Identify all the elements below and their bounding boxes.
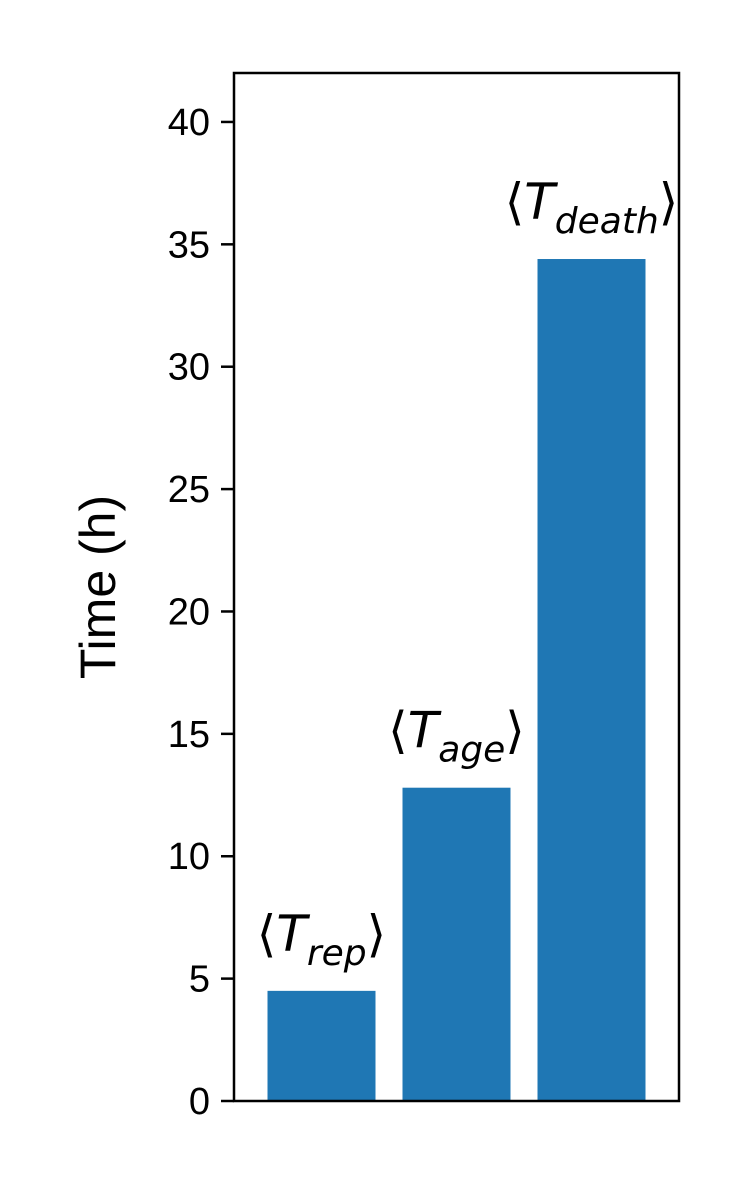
bar-label-age: ⟨Tage⟩ bbox=[388, 702, 525, 771]
bar-label-death: ⟨Tdeath⟩ bbox=[505, 173, 679, 242]
bar-labels: ⟨Trep⟩ ⟨Tage⟩ ⟨Tdeath⟩ bbox=[257, 173, 678, 974]
y-tick-label: 35 bbox=[168, 224, 210, 266]
bar-age bbox=[402, 787, 511, 1101]
bar-rep bbox=[267, 990, 376, 1101]
plot-frame bbox=[232, 71, 681, 1103]
y-axis-ticks: 0 5 10 15 20 25 30 35 40 bbox=[168, 102, 234, 1123]
y-tick-label: 40 bbox=[168, 102, 210, 144]
y-tick-label: 30 bbox=[168, 347, 210, 389]
bar-label-rep: ⟨Trep⟩ bbox=[257, 905, 386, 974]
y-axis-label: Time (h) bbox=[70, 495, 126, 679]
bars bbox=[267, 259, 646, 1101]
y-tick-label: 25 bbox=[168, 469, 210, 511]
y-tick-label: 15 bbox=[168, 714, 210, 756]
y-tick-label: 10 bbox=[168, 836, 210, 878]
y-tick-label: 20 bbox=[168, 591, 210, 633]
y-tick-label: 0 bbox=[189, 1081, 210, 1123]
y-tick-label: 5 bbox=[189, 959, 210, 1001]
bar-death bbox=[537, 259, 646, 1101]
